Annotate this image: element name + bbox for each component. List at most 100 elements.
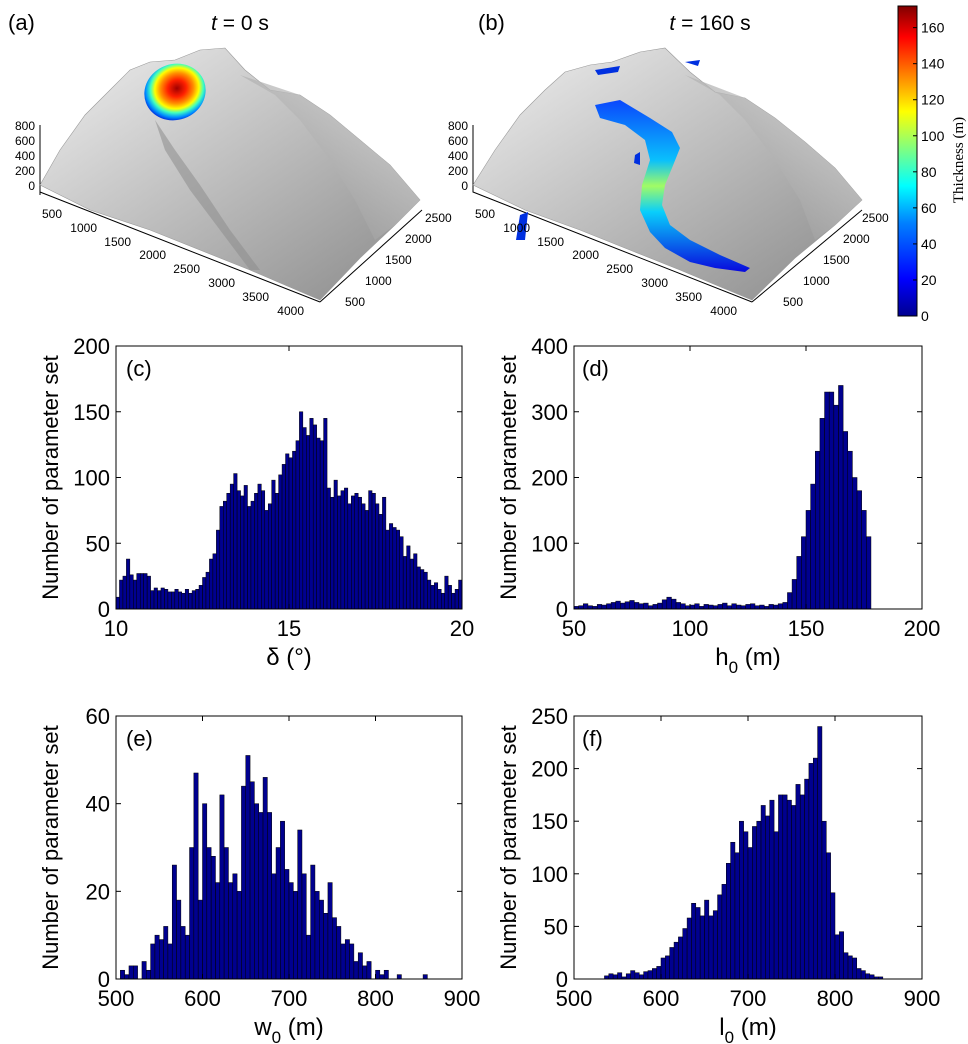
histogram-bar	[420, 569, 425, 610]
histogram-bar	[717, 894, 723, 980]
x-tick-label: 900	[904, 986, 941, 1011]
axis-ticks: 500 600 700 800 900 0 20 40 60	[86, 704, 481, 1011]
histogram-bar	[799, 794, 805, 980]
histogram-bar	[852, 957, 858, 980]
histogram-bar	[630, 970, 636, 980]
histogram-bar	[146, 575, 151, 610]
panel-a-x-ticks: 500 1000 1500 2000 2500 3000 3500 4000	[42, 207, 304, 318]
x-tick-label: 10	[104, 616, 128, 641]
z-tick: 200	[15, 164, 35, 178]
histogram-bar	[847, 450, 853, 610]
histogram-bar	[171, 591, 176, 610]
histogram-bar	[284, 869, 290, 980]
x-tick-label: 100	[672, 616, 709, 641]
histogram-bar	[228, 882, 234, 980]
histogram-bar	[739, 820, 744, 980]
histogram-bar	[383, 969, 389, 980]
histogram-bar	[765, 815, 771, 980]
y-tick-label: 0	[98, 967, 110, 992]
histogram-bar	[280, 820, 285, 980]
histogram-bar	[786, 799, 792, 980]
histogram-bar	[856, 490, 862, 610]
histogram-bar	[451, 592, 456, 610]
colorbar-ticks: 160 140 120 100 80 60 40 20 0	[913, 20, 945, 324]
histogram-bar	[826, 852, 831, 980]
colorbar: 160 140 120 100 80 60 40 20 0 Thickness (m)	[897, 5, 967, 324]
z-tick: 400	[448, 149, 468, 163]
histogram-bar	[665, 955, 670, 980]
histogram-bar	[136, 573, 141, 610]
histogram-bar	[657, 602, 663, 610]
histogram-bar	[596, 604, 603, 610]
histogram-bar	[712, 910, 718, 980]
histogram-bar	[241, 785, 247, 980]
histogram-bar	[337, 495, 342, 610]
histogram-bar	[366, 961, 372, 980]
histogram-bar	[288, 457, 293, 610]
histogram-bar	[150, 943, 156, 980]
histogram-bar	[695, 907, 701, 980]
histogram-bar	[375, 969, 381, 980]
histogram-panel-e: 500 600 700 800 900 0 20 40 60 (e) w0 (m) Number of…	[38, 704, 480, 1044]
histogram-bar	[721, 884, 727, 980]
colorbar-gradient	[897, 5, 918, 317]
histogram-bar	[353, 961, 359, 980]
histogram-bar	[264, 510, 269, 610]
z-tick: 600	[15, 134, 35, 148]
y-tick: 2500	[862, 211, 889, 225]
histogram-bar	[281, 464, 286, 610]
histogram-bar	[336, 926, 342, 980]
histogram-bar	[416, 566, 421, 610]
panel-a-y-ticks: 2500 2000 1500 1000 500	[345, 211, 452, 309]
axis-ticks: 500 600 700 800 900 0 50 100 150 200 250	[531, 704, 940, 1011]
y-tick-label: 0	[556, 967, 568, 992]
x-axis-label: δ (°)	[266, 644, 312, 671]
histogram-bar	[141, 961, 147, 980]
histogram-panel-d: 50 100 150 200 0 100 200 300 400 (d) h0 (m) Number …	[496, 334, 940, 677]
histogram-bar	[834, 934, 840, 980]
histogram-bar	[124, 974, 130, 980]
z-tick: 200	[448, 164, 468, 178]
histogram-bar	[808, 763, 814, 980]
histogram-bar	[233, 473, 238, 610]
histogram-bar	[759, 604, 765, 610]
histogram-bar	[188, 592, 193, 610]
z-tick: 0	[28, 179, 35, 193]
panel-b: (b) t = 160 s 800 600 400 200 0 500 1000…	[448, 10, 889, 318]
histogram-bar	[240, 495, 245, 610]
histogram-bar	[299, 411, 304, 610]
y-tick-label: 400	[531, 334, 568, 359]
histogram-bar	[295, 440, 300, 610]
histogram-bar	[306, 435, 311, 610]
histogram-bar	[333, 479, 338, 610]
histogram-bar	[202, 803, 208, 980]
landslide-initial-mass	[144, 63, 206, 121]
histogram-bar	[310, 864, 316, 980]
histogram-bar	[625, 973, 631, 980]
histogram-bar	[154, 934, 160, 980]
y-tick-label: 200	[531, 757, 568, 782]
x-tick-label: 600	[643, 986, 680, 1011]
histogram-bar	[174, 589, 179, 610]
histogram-bar	[150, 590, 155, 610]
histogram-bar	[371, 493, 376, 610]
histogram-bar	[778, 794, 784, 980]
histogram-bar	[133, 579, 138, 610]
histogram-bar	[689, 604, 695, 610]
histogram-bar	[219, 506, 224, 610]
histogram-bar	[180, 926, 186, 980]
histogram-bar	[747, 847, 753, 980]
histogram-bar	[730, 841, 736, 980]
y-tick-label: 20	[86, 879, 110, 904]
y-tick-label: 200	[73, 334, 110, 359]
histogram-bar	[357, 496, 362, 610]
y-tick-label: 100	[531, 862, 568, 887]
z-tick: 0	[461, 179, 468, 193]
histogram-bar	[583, 603, 589, 610]
histogram-bar	[821, 820, 827, 980]
y-tick: 500	[345, 295, 365, 309]
histogram-bar	[817, 726, 823, 980]
histogram-bar	[629, 600, 635, 610]
histogram-bar	[615, 600, 621, 610]
